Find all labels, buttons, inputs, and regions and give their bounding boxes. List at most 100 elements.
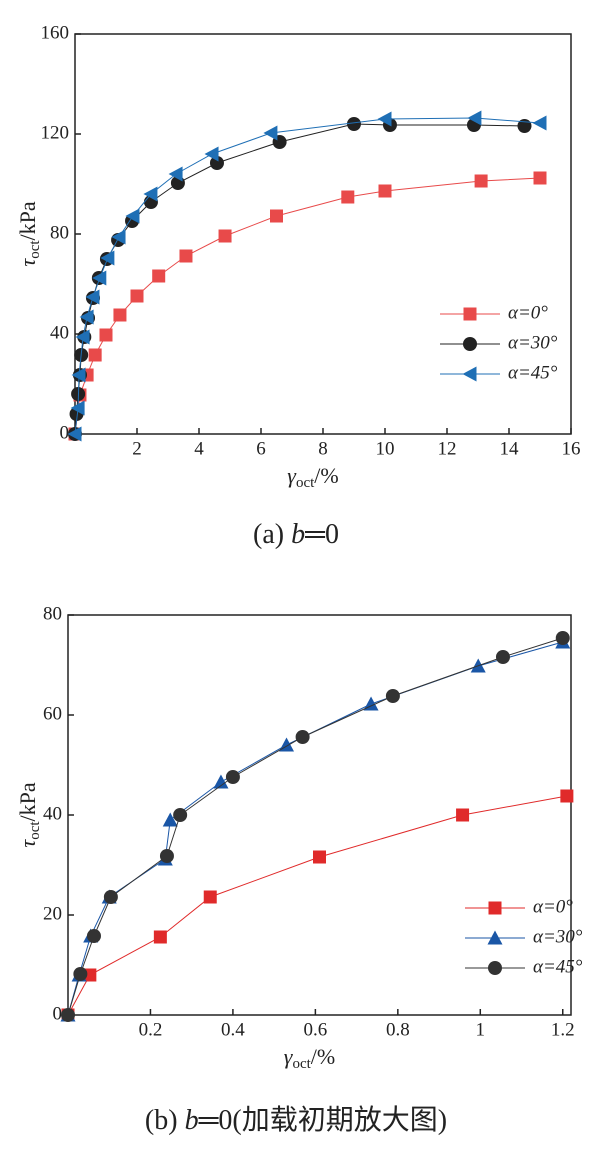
data-point — [341, 190, 355, 204]
y-tick-label: 40 — [43, 803, 62, 824]
label-symbol: γ — [287, 463, 297, 488]
data-point — [71, 367, 86, 383]
data-point — [130, 289, 144, 303]
data-point — [99, 328, 113, 342]
data-point — [209, 156, 224, 170]
label-sub: oct — [27, 240, 43, 259]
data-point — [61, 1008, 75, 1022]
caption-var: b — [291, 519, 305, 550]
caption: (b) b═0(加载初期放大图) — [145, 1104, 447, 1136]
y-tick-label: 40 — [50, 322, 69, 343]
legend-label: α=0° — [533, 896, 573, 917]
legend-marker — [488, 901, 502, 915]
caption-prefix: (a) — [253, 519, 291, 550]
data-point — [203, 890, 217, 904]
x-tick-label: 0.8 — [386, 1019, 410, 1040]
x-tick-label: 0.6 — [304, 1019, 328, 1040]
y-tick-label: 120 — [41, 122, 70, 143]
data-point — [92, 270, 107, 286]
legend-marker — [487, 930, 503, 945]
y-tick-label: 80 — [43, 603, 62, 624]
data-point — [88, 348, 102, 362]
x-tick-label: 1.2 — [551, 1019, 575, 1040]
axis-label: τoct/kPa — [15, 201, 43, 267]
data-point — [270, 209, 283, 223]
legend-label: α=45° — [533, 956, 583, 977]
data-point — [532, 115, 547, 131]
y-tick-label: 0 — [60, 422, 70, 443]
caption-suffix: ═0 — [304, 519, 339, 550]
data-point — [125, 208, 140, 224]
x-tick-label: 12 — [438, 438, 457, 459]
y-tick-label: 80 — [50, 222, 69, 243]
data-point — [213, 774, 229, 789]
data-point — [533, 171, 547, 185]
y-tick-label: 60 — [43, 703, 62, 724]
data-point — [474, 174, 488, 188]
data-point — [113, 308, 127, 322]
data-point — [162, 812, 178, 827]
legend-marker — [463, 337, 477, 351]
caption: (a) b═0 — [253, 519, 339, 550]
data-point — [86, 929, 101, 943]
x-tick-label: 10 — [376, 438, 395, 459]
x-tick-label: 16 — [562, 438, 581, 459]
data-point — [153, 930, 167, 944]
data-point — [168, 166, 183, 182]
series-line — [67, 641, 563, 1016]
data-point — [79, 309, 94, 325]
x-tick-label: 0.4 — [221, 1019, 245, 1040]
data-point — [152, 269, 166, 283]
x-tick-label: 1 — [476, 1019, 486, 1040]
data-point — [111, 229, 126, 245]
data-point — [363, 696, 379, 711]
data-point — [179, 249, 193, 263]
data-point — [70, 400, 85, 416]
label-symbol: γ — [284, 1044, 294, 1069]
data-point — [225, 770, 240, 784]
caption-suffix: ═0(加载初期放大图) — [198, 1104, 448, 1136]
data-point — [143, 186, 158, 202]
data-point — [73, 967, 88, 981]
label-unit: /kPa — [15, 782, 40, 821]
x-tick-label: 8 — [318, 438, 328, 459]
data-point — [295, 730, 310, 744]
legend-marker — [462, 366, 477, 382]
label-unit: /% — [311, 1044, 335, 1069]
data-point — [456, 808, 470, 822]
data-point — [467, 110, 482, 126]
x-tick-label: 2 — [132, 438, 142, 459]
data-point — [313, 850, 326, 864]
data-point — [495, 650, 510, 664]
data-point — [385, 689, 400, 703]
y-tick-label: 0 — [53, 1003, 63, 1024]
data-point — [378, 184, 392, 198]
data-point — [159, 849, 174, 863]
legend-label: α=0° — [508, 302, 548, 323]
data-point — [263, 125, 278, 141]
data-point — [218, 229, 232, 243]
series-line — [74, 117, 541, 435]
x-tick-label: 0.2 — [139, 1019, 163, 1040]
data-point — [377, 111, 392, 127]
legend-marker — [488, 961, 502, 975]
legend-label: α=30° — [533, 926, 583, 947]
data-point — [347, 117, 361, 131]
label-symbol: τ — [15, 839, 40, 848]
series-line — [67, 637, 563, 1016]
data-point — [75, 329, 90, 345]
x-tick-label: 14 — [500, 438, 520, 459]
caption-var: b — [185, 1105, 199, 1136]
x-tick-label: 6 — [256, 438, 266, 459]
label-sub: oct — [27, 821, 43, 840]
data-point — [85, 289, 100, 305]
legend-label: α=45° — [508, 362, 558, 383]
label-unit: /kPa — [15, 201, 40, 240]
data-point — [560, 789, 574, 803]
label-symbol: τ — [15, 258, 40, 267]
data-point — [67, 426, 82, 442]
y-tick-label: 20 — [43, 903, 62, 924]
legend-label: α=30° — [508, 332, 558, 353]
caption-prefix: (b) — [145, 1105, 185, 1136]
label-sub: oct — [292, 1056, 311, 1072]
